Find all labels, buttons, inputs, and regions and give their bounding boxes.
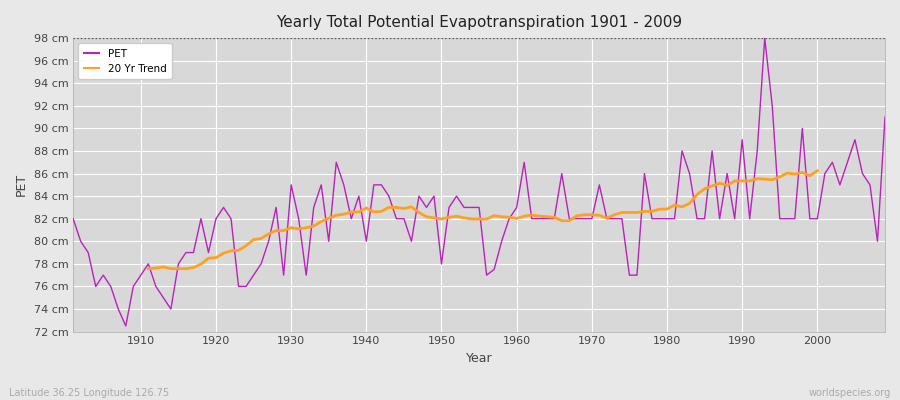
Legend: PET, 20 Yr Trend: PET, 20 Yr Trend	[78, 43, 172, 79]
Title: Yearly Total Potential Evapotranspiration 1901 - 2009: Yearly Total Potential Evapotranspiratio…	[276, 15, 682, 30]
X-axis label: Year: Year	[466, 352, 492, 365]
Text: Latitude 36.25 Longitude 126.75: Latitude 36.25 Longitude 126.75	[9, 388, 169, 398]
Text: worldspecies.org: worldspecies.org	[809, 388, 891, 398]
Y-axis label: PET: PET	[15, 173, 28, 196]
